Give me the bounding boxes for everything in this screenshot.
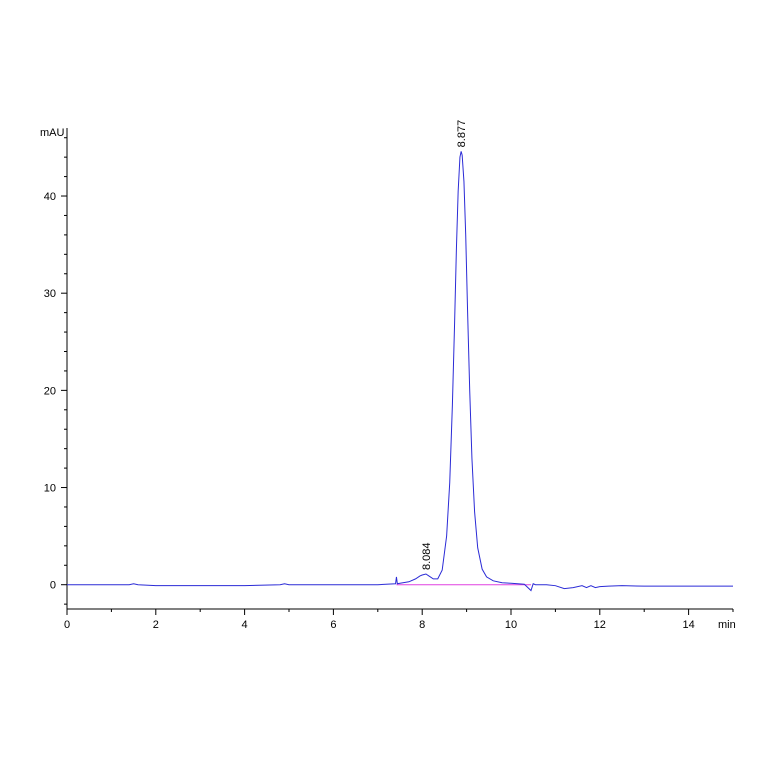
y-tick-label: 30: [44, 288, 56, 300]
y-tick-label: 0: [50, 580, 56, 592]
x-tick-label: 8: [419, 619, 425, 631]
peak-label: 8.084: [421, 542, 433, 570]
y-tick-label: 20: [44, 385, 56, 397]
peak-annotations: 8.084 8.877: [421, 120, 468, 570]
x-tick-label: 4: [242, 619, 248, 631]
x-tick-label: 2: [153, 619, 159, 631]
plot-lines: [67, 151, 733, 592]
signal-trace: [67, 151, 733, 592]
peak-label: 8.877: [456, 120, 468, 148]
x-tick-label: 14: [682, 619, 694, 631]
x-tick-label: 12: [594, 619, 606, 631]
y-tick-label: 40: [44, 191, 56, 203]
axes: [66, 128, 733, 610]
x-tick-label: 10: [505, 619, 517, 631]
x-axis-label: min: [718, 619, 736, 631]
x-tick-label: 6: [330, 619, 336, 631]
labels: 0 2 4 6 8 10 12 14 0 10 20 30 40 mAU min: [40, 127, 736, 631]
x-tick-label: 0: [64, 619, 70, 631]
y-tick-label: 10: [44, 483, 56, 495]
y-axis-label: mAU: [40, 127, 65, 139]
ticks: [61, 137, 734, 615]
